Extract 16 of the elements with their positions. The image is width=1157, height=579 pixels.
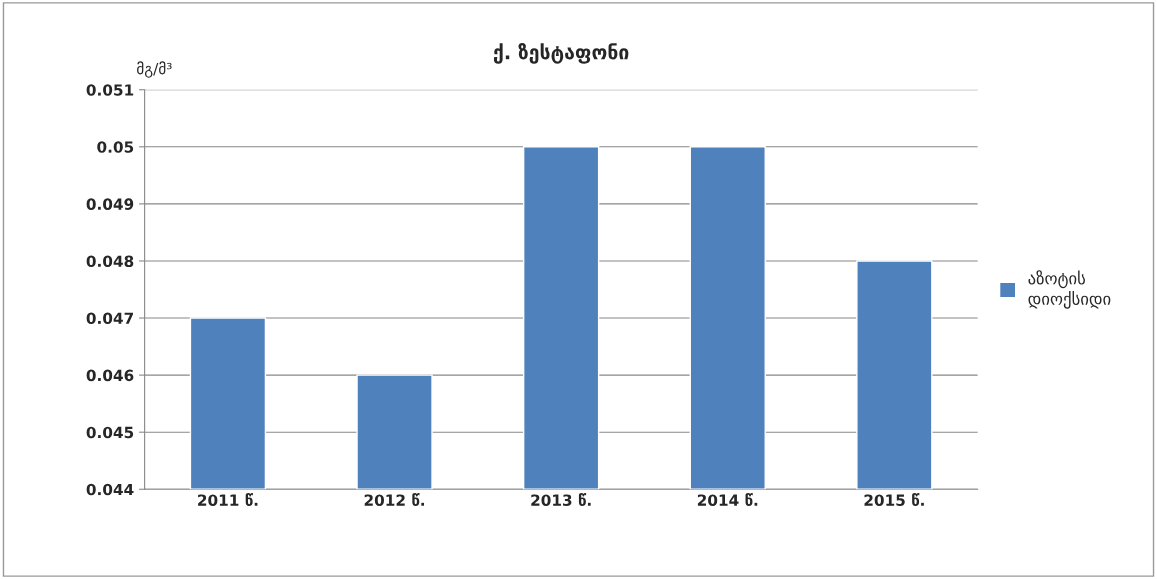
y-tick-label: 0.05 bbox=[97, 141, 134, 153]
y-tick-label: 0.045 bbox=[86, 426, 134, 439]
y-axis-title: მგ/მ³ bbox=[137, 61, 172, 78]
y-tick-label: 0.044 bbox=[86, 483, 134, 496]
x-tick-label: 2011 წ. bbox=[198, 493, 258, 506]
x-tick-label: 2012 წ. bbox=[364, 493, 425, 506]
y-tick-label: 0.049 bbox=[86, 198, 134, 210]
y-tick-label: 0.051 bbox=[86, 84, 134, 96]
x-tick-label: 2015 წ. bbox=[864, 493, 924, 506]
x-tick-label: 2014 წ. bbox=[697, 493, 758, 506]
y-tick-label: 0.048 bbox=[86, 255, 134, 267]
y-tick-label: 0.046 bbox=[86, 369, 134, 382]
x-tick-label: 2013 წ. bbox=[531, 493, 591, 506]
chart-title: ქ. ზესტაფონი bbox=[493, 43, 629, 64]
y-tick-label: 0.047 bbox=[86, 312, 133, 325]
legend-label: აზოტის დიოქსიდი bbox=[1028, 270, 1111, 309]
